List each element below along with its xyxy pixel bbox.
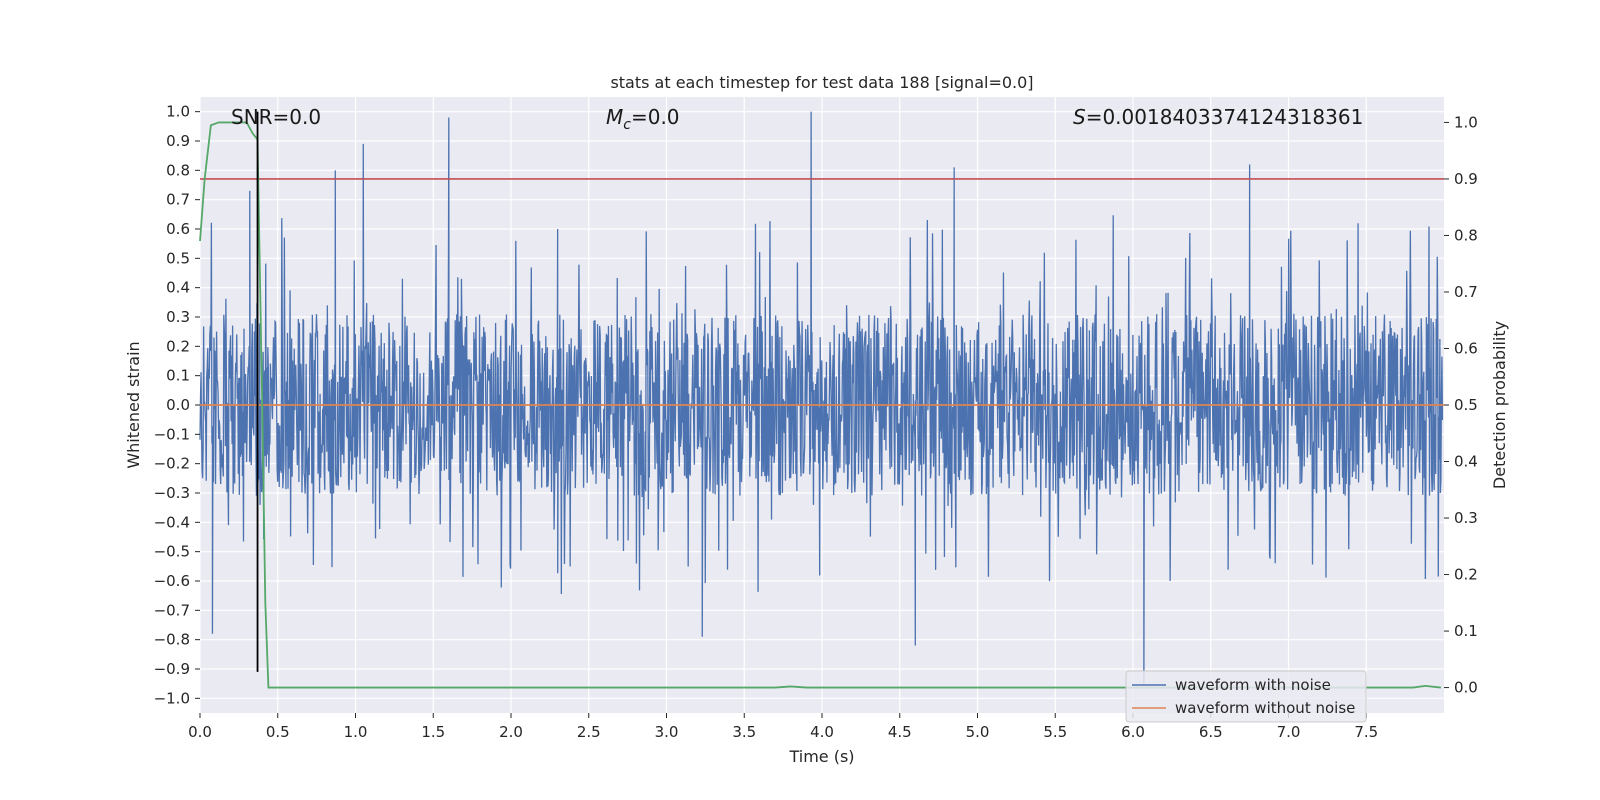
- y-tick-label: 0.9: [166, 132, 190, 150]
- chirp-mass-annotation: Mc=0.0: [606, 105, 680, 133]
- legend-box: [1125, 670, 1367, 723]
- y-tick-label: −0.7: [154, 601, 190, 619]
- y-right-tick-label: 0.7: [1454, 283, 1478, 301]
- legend-label-noise: waveform with noise: [1175, 676, 1331, 694]
- x-tick-label: 7.0: [1277, 723, 1301, 741]
- y-right-tick-label: 0.0: [1454, 679, 1478, 697]
- y-axis-label-right: Detection probability: [1490, 321, 1509, 489]
- y-right-tick-label: 0.1: [1454, 622, 1478, 640]
- y-tick-label: 0.4: [166, 279, 190, 297]
- series-waveform-with-noise: [199, 111, 1444, 684]
- x-tick-label: 2.0: [499, 723, 523, 741]
- x-tick-label: 3.5: [732, 723, 756, 741]
- y-tick-label: 0.2: [166, 337, 190, 355]
- x-tick-label: 5.5: [1043, 723, 1067, 741]
- y-tick-label: −0.3: [154, 484, 190, 502]
- x-tick-label: 5.0: [966, 723, 990, 741]
- y-tick-label: 0.0: [166, 396, 190, 414]
- legend: waveform with noise waveform without noi…: [1125, 670, 1367, 723]
- y-tick-label: 0.1: [166, 367, 190, 385]
- x-tick-label: 7.5: [1354, 723, 1378, 741]
- x-tick-label: 1.0: [344, 723, 368, 741]
- x-tick-label: 2.5: [577, 723, 601, 741]
- x-tick-label: 0.5: [266, 723, 290, 741]
- y-axis-label: Whitened strain: [124, 341, 143, 468]
- y-tick-label: −0.4: [154, 513, 190, 531]
- y-right-tick-label: 0.2: [1454, 566, 1478, 584]
- y-tick-label: −1.0: [154, 689, 190, 707]
- x-tick-label: 0.0: [188, 723, 212, 741]
- y-axis-left: 1.0 0.9 0.8 0.7 0.6 0.5 0.4 0.3 0.2 0.1 0.0 −0.1 −0.…: [154, 103, 200, 707]
- y-tick-label: 0.5: [166, 249, 190, 267]
- x-tick-label: 6.5: [1199, 723, 1223, 741]
- x-tick-label: 1.5: [421, 723, 445, 741]
- y-axis-right: 1.0 0.9 0.8 0.7 0.6 0.5 0.4 0.3 0.2 0.1 0.0: [1444, 113, 1478, 697]
- y-tick-label: 0.6: [166, 220, 190, 238]
- y-tick-label: 0.3: [166, 308, 190, 326]
- x-axis-label: Time (s): [788, 747, 854, 766]
- y-right-tick-label: 0.6: [1454, 339, 1478, 357]
- x-tick-label: 4.5: [888, 723, 912, 741]
- x-axis: 0.0 0.5 1.0 1.5 2.0 2.5 3.0 3.5 4.0 4.5 5.0 5.5 6.0 6…: [188, 713, 1378, 741]
- x-tick-label: 6.0: [1121, 723, 1145, 741]
- chart-title: stats at each timestep for test data 188…: [610, 73, 1033, 92]
- y-tick-label: −0.5: [154, 543, 190, 561]
- noise-line: [199, 111, 1444, 684]
- y-tick-label: 1.0: [166, 103, 190, 121]
- y-tick-label: 0.8: [166, 161, 190, 179]
- y-right-tick-label: 0.9: [1454, 170, 1478, 188]
- y-right-tick-label: 0.4: [1454, 453, 1478, 471]
- x-tick-label: 4.0: [810, 723, 834, 741]
- y-tick-label: 0.7: [166, 191, 190, 209]
- snr-annotation: SNR=0.0: [231, 105, 321, 129]
- y-right-tick-label: 1.0: [1454, 113, 1478, 131]
- legend-label-clean: waveform without noise: [1175, 699, 1355, 717]
- y-right-tick-label: 0.5: [1454, 396, 1478, 414]
- y-right-tick-label: 0.3: [1454, 509, 1478, 527]
- y-tick-label: −0.6: [154, 572, 190, 590]
- y-tick-label: −0.1: [154, 425, 190, 443]
- y-tick-label: −0.9: [154, 660, 190, 678]
- y-tick-label: −0.2: [154, 455, 190, 473]
- y-tick-label: −0.8: [154, 631, 190, 649]
- x-tick-label: 3.0: [655, 723, 679, 741]
- statistic-annotation: S=0.0018403374124318361: [1073, 105, 1363, 129]
- y-right-tick-label: 0.8: [1454, 226, 1478, 244]
